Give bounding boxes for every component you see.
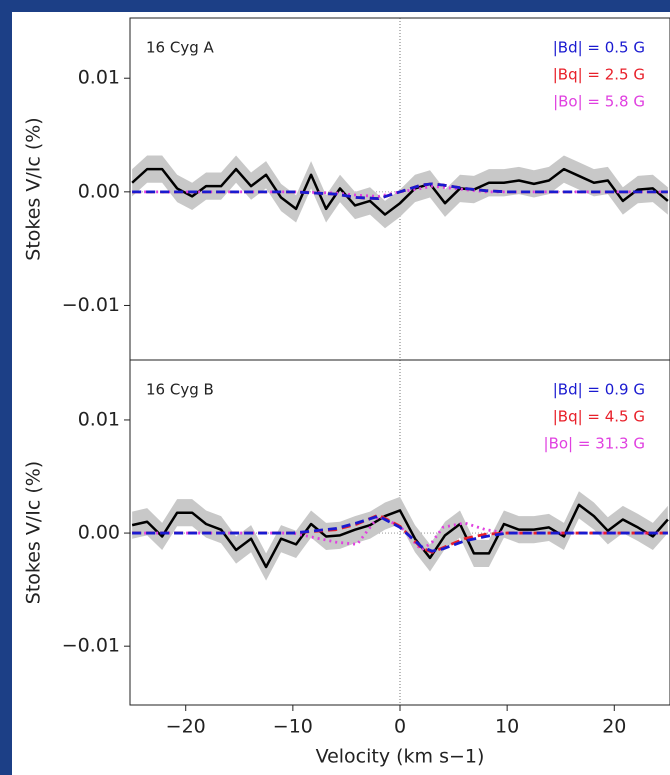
y-tick-label: 0.01 [78, 408, 120, 430]
y-axis-label: Stokes V/Ic (%) [23, 117, 45, 260]
panel-label: 16 Cyg B [146, 381, 214, 399]
y-tick-label: 0.00 [78, 522, 120, 544]
legend-entry: |Bd| = 0.5 G [553, 39, 645, 57]
y-tick-label: −0.01 [62, 635, 120, 657]
x-tick-label: −10 [273, 716, 313, 738]
x-tick-label: 0 [394, 716, 406, 738]
legend-entry: |Bq| = 4.5 G [553, 408, 645, 426]
legend-entry: |Bd| = 0.9 G [553, 381, 645, 399]
x-axis-label: Velocity (km s−1) [316, 746, 485, 768]
figure-background [12, 12, 670, 775]
legend-entry: |Bq| = 2.5 G [553, 66, 645, 84]
y-axis-label: Stokes V/Ic (%) [23, 461, 45, 604]
legend-entry: |Bo| = 31.3 G [544, 435, 645, 453]
observed-line [131, 503, 669, 569]
x-tick-label: −20 [166, 716, 206, 738]
legend-entry: |Bo| = 5.8 G [553, 93, 645, 111]
model-line [132, 514, 668, 553]
y-tick-label: 0.01 [78, 67, 120, 89]
x-tick-label: 20 [602, 716, 626, 738]
error-band [132, 491, 668, 581]
y-tick-label: 0.00 [78, 180, 120, 202]
model-line [132, 182, 668, 201]
observed-line [131, 167, 669, 216]
panel-label: 16 Cyg A [146, 39, 214, 57]
y-tick-label: −0.01 [62, 294, 120, 316]
x-tick-label: 10 [495, 716, 519, 738]
model-line [132, 514, 668, 552]
